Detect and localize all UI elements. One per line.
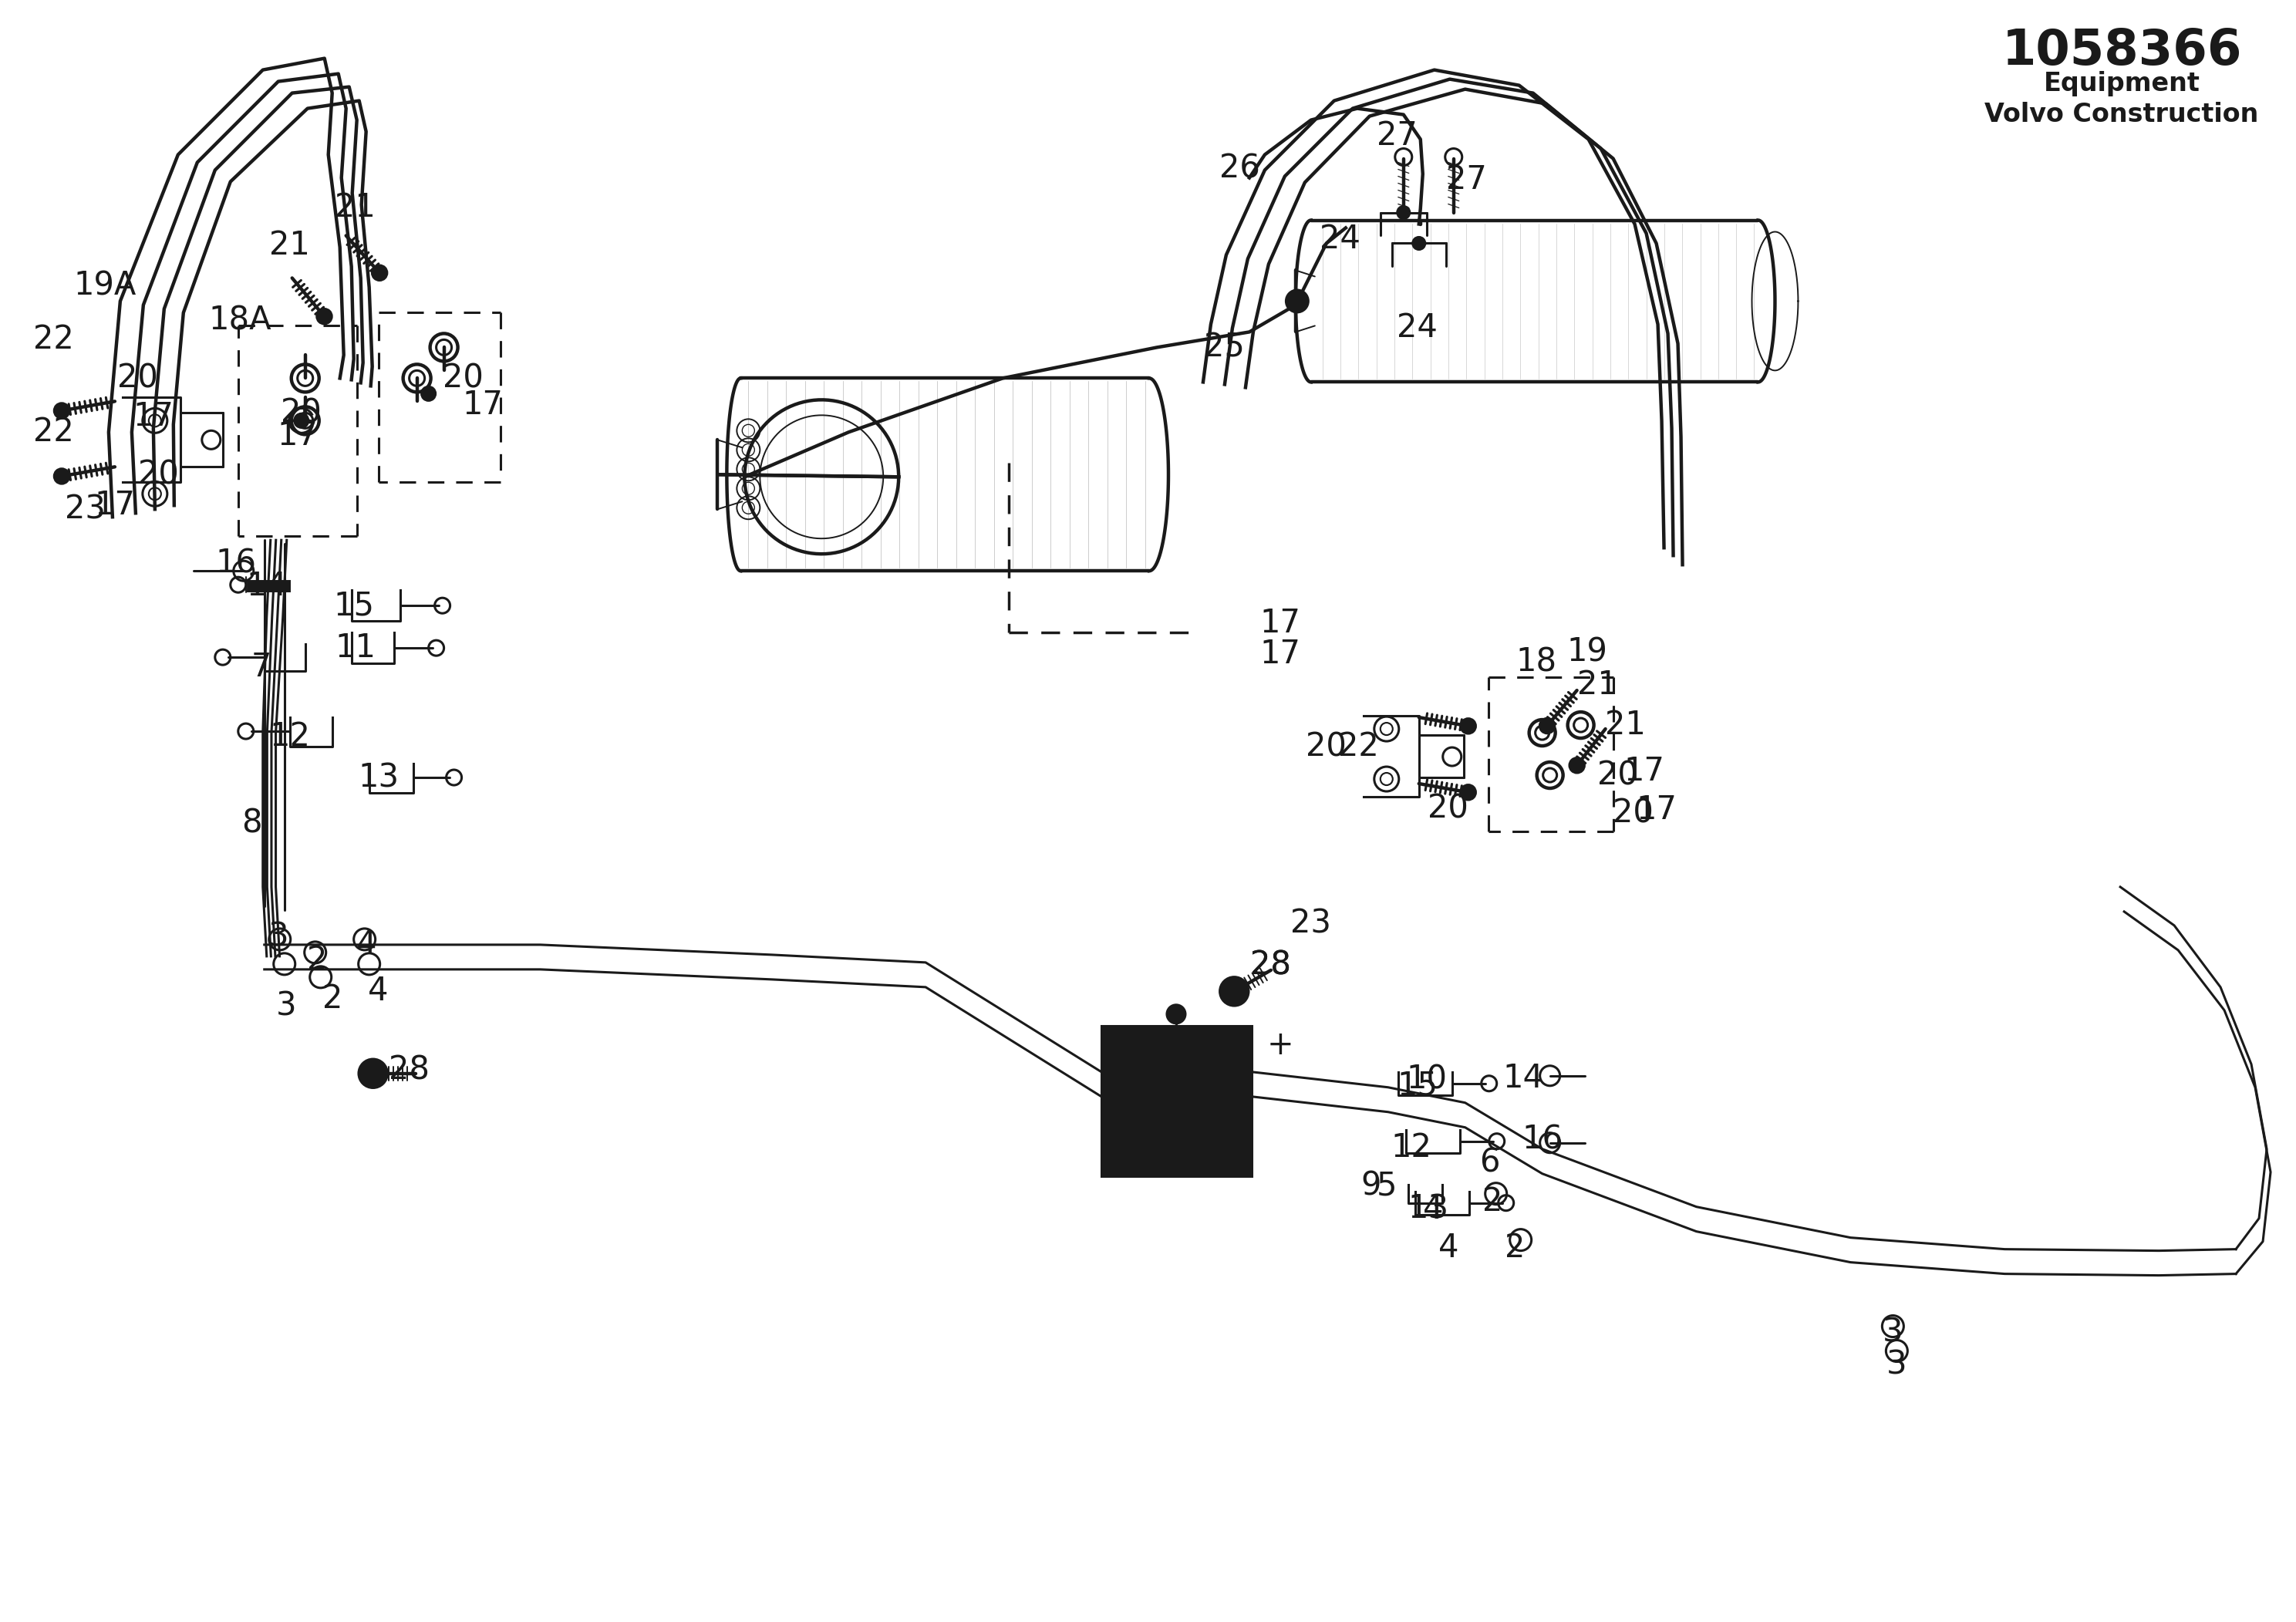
Text: 12: 12 xyxy=(269,720,310,753)
Text: 2: 2 xyxy=(308,944,326,976)
Text: 21: 21 xyxy=(335,191,377,224)
Text: 7: 7 xyxy=(250,650,271,683)
Text: 24: 24 xyxy=(1320,224,1362,256)
Circle shape xyxy=(317,310,331,323)
Text: 16: 16 xyxy=(1522,1124,1564,1156)
Text: 4: 4 xyxy=(1437,1231,1458,1264)
Text: 20: 20 xyxy=(1306,730,1348,762)
Text: 3: 3 xyxy=(276,989,296,1022)
Text: 23: 23 xyxy=(1290,908,1332,941)
Text: 17: 17 xyxy=(94,490,135,522)
Text: 15: 15 xyxy=(1396,1069,1437,1101)
Text: 2: 2 xyxy=(1506,1231,1525,1264)
Circle shape xyxy=(1398,206,1410,219)
Circle shape xyxy=(1460,719,1476,733)
Bar xyxy=(1102,1025,1251,1176)
Circle shape xyxy=(1286,290,1309,313)
Text: 27: 27 xyxy=(1446,164,1488,196)
Text: 17: 17 xyxy=(1261,607,1300,639)
Circle shape xyxy=(1221,978,1249,1006)
Text: 24: 24 xyxy=(1396,311,1437,344)
Text: 2: 2 xyxy=(1481,1186,1502,1218)
Text: 17: 17 xyxy=(1637,793,1676,826)
Text: 14: 14 xyxy=(246,569,287,602)
Text: 4: 4 xyxy=(367,975,388,1007)
Text: 3: 3 xyxy=(1883,1315,1903,1348)
Circle shape xyxy=(422,386,436,401)
Text: 14: 14 xyxy=(1502,1062,1543,1095)
Circle shape xyxy=(1125,1048,1146,1069)
Text: 28: 28 xyxy=(388,1054,429,1087)
Circle shape xyxy=(1541,719,1554,733)
Text: 23: 23 xyxy=(64,493,106,526)
Circle shape xyxy=(1412,237,1426,250)
Text: 17: 17 xyxy=(278,420,317,453)
Circle shape xyxy=(1166,1006,1185,1023)
Text: 13: 13 xyxy=(1407,1192,1449,1225)
Text: 17: 17 xyxy=(133,401,174,433)
Text: +: + xyxy=(1267,1028,1293,1061)
Text: 28: 28 xyxy=(1251,949,1290,981)
Text: 25: 25 xyxy=(1205,331,1244,363)
Text: 12: 12 xyxy=(1391,1131,1433,1163)
Text: Volvo Construction: Volvo Construction xyxy=(1984,102,2259,128)
Text: 22: 22 xyxy=(32,323,73,355)
Text: 18: 18 xyxy=(1515,646,1557,678)
Text: 5: 5 xyxy=(1375,1169,1396,1202)
Text: -: - xyxy=(1125,1129,1137,1161)
Text: 27: 27 xyxy=(1378,120,1417,151)
Text: 11: 11 xyxy=(335,633,377,663)
Text: 20: 20 xyxy=(443,362,484,394)
Text: 20: 20 xyxy=(117,362,158,394)
Text: 1: 1 xyxy=(1166,1038,1187,1071)
Circle shape xyxy=(1125,1131,1146,1152)
Text: 19: 19 xyxy=(1566,636,1607,668)
Circle shape xyxy=(1205,1088,1228,1109)
Text: 20: 20 xyxy=(1598,759,1637,792)
Circle shape xyxy=(1570,759,1584,772)
Text: 13: 13 xyxy=(358,761,400,793)
Text: 17: 17 xyxy=(1623,756,1665,788)
Text: 4: 4 xyxy=(356,928,377,960)
Text: 28: 28 xyxy=(1251,949,1290,981)
Circle shape xyxy=(372,266,386,279)
Circle shape xyxy=(1125,1088,1146,1109)
Text: 9: 9 xyxy=(1362,1169,1382,1202)
Text: 20: 20 xyxy=(138,459,179,491)
Text: 1058366: 1058366 xyxy=(2002,26,2241,75)
Text: 4: 4 xyxy=(1424,1192,1442,1225)
Text: 18A: 18A xyxy=(209,305,271,337)
Text: 3: 3 xyxy=(1887,1348,1908,1380)
Text: 8: 8 xyxy=(241,808,262,840)
Circle shape xyxy=(55,469,69,483)
Text: 3: 3 xyxy=(269,921,289,954)
Bar xyxy=(248,581,289,592)
Text: 6: 6 xyxy=(1479,1147,1499,1179)
Text: 22: 22 xyxy=(1339,730,1380,762)
Text: 21: 21 xyxy=(269,229,310,261)
Circle shape xyxy=(1205,1048,1228,1069)
Text: 17: 17 xyxy=(1261,637,1300,670)
Text: 22: 22 xyxy=(32,415,73,448)
Text: 15: 15 xyxy=(333,589,374,621)
Text: 20: 20 xyxy=(1428,792,1469,824)
Circle shape xyxy=(55,404,69,417)
Text: 2: 2 xyxy=(321,983,342,1015)
Text: 17: 17 xyxy=(461,389,503,422)
Circle shape xyxy=(1205,1131,1228,1152)
Text: 26: 26 xyxy=(1219,152,1261,185)
Circle shape xyxy=(294,414,308,428)
Text: 19A: 19A xyxy=(73,269,135,302)
Text: Equipment: Equipment xyxy=(2043,71,2200,96)
Text: 20: 20 xyxy=(280,397,321,430)
Text: 20: 20 xyxy=(1612,798,1653,830)
Text: 16: 16 xyxy=(216,547,257,579)
Circle shape xyxy=(358,1059,388,1087)
Text: 10: 10 xyxy=(1405,1064,1446,1096)
Text: 21: 21 xyxy=(1605,709,1646,741)
Circle shape xyxy=(1460,785,1476,800)
Text: 21: 21 xyxy=(1577,668,1619,701)
